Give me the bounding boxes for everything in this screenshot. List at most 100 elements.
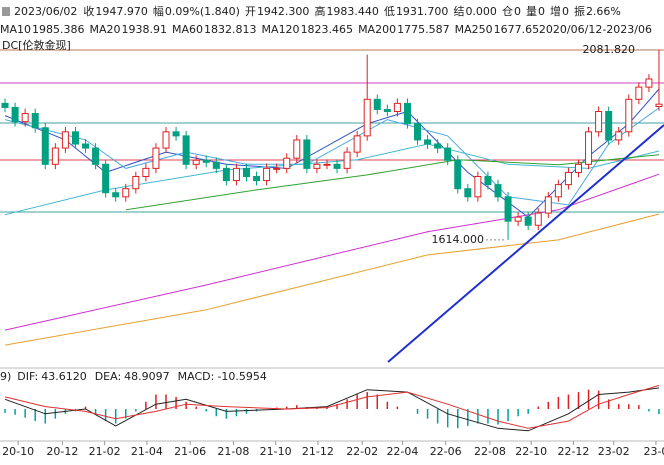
candle-body [31,113,39,129]
candle-body [1,102,9,108]
header-text: MA20 [90,23,121,36]
x-tick-label: 22-12 [557,445,589,458]
header-text: 1775.587 [397,23,450,36]
candle-body [333,163,341,169]
candle-body [132,176,140,190]
candle-body [192,159,200,165]
header-text: 增 [550,4,561,18]
candle-body [343,151,351,169]
x-tick-label: 23-0 [643,445,664,458]
candle-body [373,98,381,110]
candle-body [434,143,442,149]
x-tick-label: 20-10 [2,445,34,458]
candle-body [41,127,49,165]
candle-body [21,113,29,123]
candle-body [82,143,90,149]
ma-line [4,213,660,346]
candle-body [595,111,603,133]
candle-body [273,167,281,170]
candle-body [645,78,653,88]
header-text: DIF: [17,370,38,383]
header-text: DEA: [95,370,121,383]
candle-body [71,131,79,145]
candle-body [554,184,562,198]
candle-body [564,171,572,186]
x-tick-label: 20-12 [46,445,78,458]
candle-body [51,147,59,165]
header-text: 0 [538,5,545,18]
header-text: 1823.465 [301,23,354,36]
annotation-label: 2081.820 [582,43,635,56]
candle-body [655,103,663,108]
candle-body [353,135,361,153]
trend-line [387,124,664,363]
candle-body [122,188,130,198]
candle-body [585,131,593,165]
x-tick-label: 21-12 [302,445,334,458]
candle-body [232,167,240,182]
candle-body [92,147,100,165]
header-text: 1832.813 [204,23,257,36]
candle-body [574,163,582,173]
macd-line [4,384,660,429]
header-text: 1677.65 [494,23,540,36]
candle-body [615,131,623,141]
candle-body [514,216,522,222]
candle-body [484,176,492,186]
candle-body [424,139,432,145]
header-text: 1985.386 [32,23,85,36]
header-text: 1942.300 [257,5,310,18]
candle-body [323,163,331,166]
candle-body [11,106,19,123]
x-tick-label: 22-04 [386,445,418,458]
main-panel [0,49,664,346]
candle-body [544,196,552,214]
header-text: MA10 [0,23,31,36]
candle-body [383,108,391,112]
candle-body [403,102,411,125]
menu-icon[interactable] [2,7,10,16]
candle-body [504,196,512,222]
ma-line [4,173,660,331]
candle-body [212,161,220,169]
x-tick-label: 21-08 [217,445,249,458]
header-text: 振 [574,4,585,18]
candle-body [605,111,613,141]
header-text: 9) [0,370,11,383]
ma-line [125,154,660,211]
header-text: 0 [562,5,569,18]
header-text: -10.5954 [217,370,266,383]
candle-body [303,139,311,169]
candle-body [534,212,542,226]
candle-body [393,102,401,112]
candle-body [102,163,110,194]
candle-body [162,131,170,149]
header-text: 1947.970 [95,5,148,18]
candle-body [635,86,643,100]
header-text: 高 [314,4,325,18]
candle-body [454,159,462,190]
header-text: MACD: [178,370,215,383]
macd-line [4,387,660,432]
header-text: 0.09%(1.840) [165,5,240,18]
header-text: 0 [514,5,521,18]
candle-body [152,147,160,169]
candle-body [61,131,69,149]
header-text: 开 [245,5,256,18]
candle-body [253,176,261,182]
header-text: 结 [453,5,464,18]
candle-body [172,131,180,137]
x-tick-label: 23-02 [598,445,630,458]
header-text: MA200 [358,23,396,36]
header-text: 48.9097 [124,370,170,383]
ma-line [4,107,660,206]
candle-body [444,147,452,161]
x-tick-label: 21-06 [174,445,206,458]
candle-body [524,216,532,226]
x-tick-label: 21-10 [260,445,292,458]
chart-title: DC[伦敦金现] [2,38,71,52]
candle-body [414,123,422,141]
candle-body [494,184,502,198]
annotation-label: 1614.000 [432,233,485,246]
